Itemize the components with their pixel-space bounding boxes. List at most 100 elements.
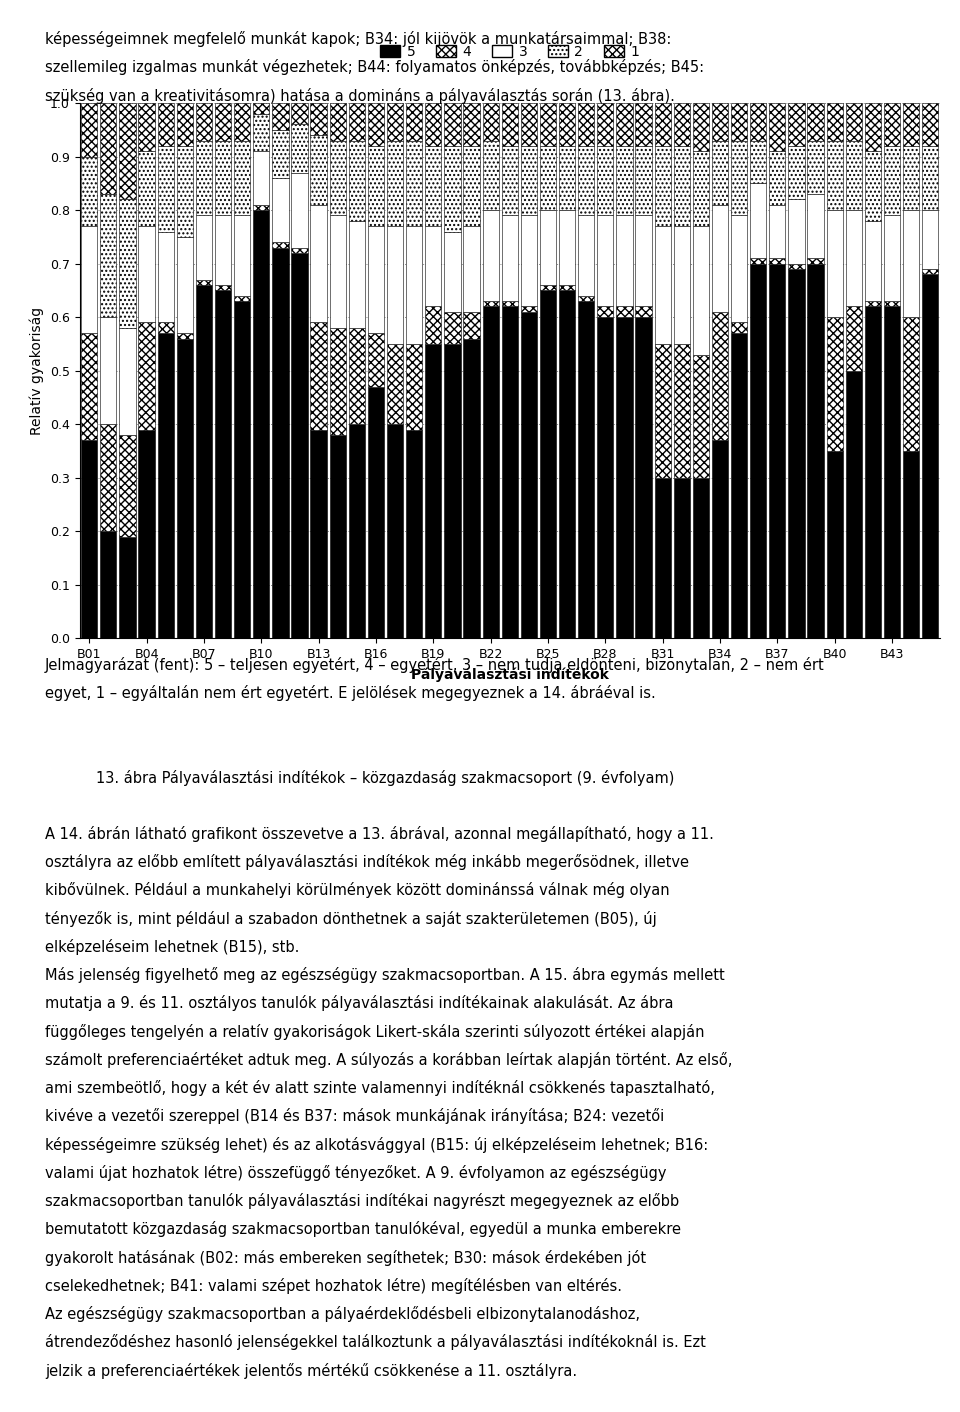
Bar xyxy=(464,226,480,312)
Bar xyxy=(616,216,633,306)
Bar xyxy=(827,318,843,450)
Text: A 14. ábrán látható grafikont összevetve a 13. ábrával, azonnal megállapítható, : A 14. ábrán látható grafikont összevetve… xyxy=(45,826,714,842)
Bar xyxy=(406,103,422,141)
Bar xyxy=(253,151,270,205)
Bar xyxy=(731,322,747,333)
Bar xyxy=(693,477,709,638)
Bar xyxy=(310,136,326,205)
Bar xyxy=(731,333,747,638)
Bar xyxy=(348,220,365,328)
Bar xyxy=(559,210,575,285)
Bar xyxy=(100,318,116,424)
Text: függőleges tengelyén a relatív gyakoriságok Likert-skála szerinti súlyozott érté: függőleges tengelyén a relatív gyakorisá… xyxy=(45,1024,705,1039)
Bar xyxy=(616,103,633,145)
Bar xyxy=(234,295,251,301)
Bar xyxy=(788,103,804,145)
Bar xyxy=(788,145,804,199)
Bar xyxy=(559,103,575,145)
Bar xyxy=(846,306,862,371)
Bar xyxy=(693,226,709,354)
Bar xyxy=(119,103,135,199)
Bar xyxy=(597,318,613,638)
Bar xyxy=(119,199,135,328)
Bar xyxy=(712,312,728,441)
Bar xyxy=(636,103,652,145)
Bar xyxy=(329,103,346,141)
Bar xyxy=(273,178,289,243)
Bar xyxy=(464,103,480,145)
Bar xyxy=(253,103,270,114)
Bar xyxy=(865,103,881,151)
Bar xyxy=(578,301,594,638)
Text: 13. ábra Pályaválasztási indítékok – közgazdaság szakmacsoport (9. évfolyam): 13. ábra Pályaválasztási indítékok – köz… xyxy=(96,770,674,785)
Bar xyxy=(788,264,804,268)
Bar xyxy=(693,103,709,151)
Bar xyxy=(310,322,326,429)
Bar xyxy=(923,268,939,274)
Bar xyxy=(157,145,174,232)
Bar xyxy=(884,301,900,306)
Bar xyxy=(520,216,537,306)
Bar xyxy=(616,318,633,638)
Text: osztályra az előbb említett pályaválasztási indítékok még inkább megerősödnek, i: osztályra az előbb említett pályaválaszt… xyxy=(45,854,689,870)
Bar xyxy=(827,450,843,638)
Bar xyxy=(196,285,212,638)
Bar xyxy=(502,216,517,301)
Bar xyxy=(674,145,690,226)
Bar xyxy=(387,103,403,141)
Bar xyxy=(368,226,384,333)
Bar xyxy=(520,306,537,312)
Bar xyxy=(368,103,384,145)
Bar xyxy=(81,333,97,441)
Bar xyxy=(788,268,804,638)
Bar xyxy=(425,226,442,306)
Bar xyxy=(81,103,97,157)
Bar xyxy=(196,216,212,280)
Bar xyxy=(884,145,900,216)
Bar xyxy=(559,291,575,638)
Bar xyxy=(177,339,193,638)
Bar xyxy=(540,145,556,210)
Bar xyxy=(520,145,537,216)
Text: ami szembeötlő, hogy a két év alatt szinte valamennyi indítéknál csökkenés tapas: ami szembeötlő, hogy a két év alatt szin… xyxy=(45,1080,715,1096)
Bar xyxy=(636,306,652,318)
Bar xyxy=(750,184,766,258)
Bar xyxy=(444,312,461,345)
Bar xyxy=(731,216,747,322)
Bar xyxy=(138,226,155,322)
Bar xyxy=(846,141,862,210)
Bar xyxy=(406,429,422,638)
Bar xyxy=(310,103,326,136)
Bar xyxy=(253,205,270,210)
Bar xyxy=(884,306,900,638)
Bar xyxy=(157,232,174,322)
Bar xyxy=(196,280,212,285)
Bar xyxy=(138,103,155,151)
Bar xyxy=(731,103,747,141)
Bar xyxy=(368,333,384,387)
Bar xyxy=(177,237,193,333)
Bar xyxy=(865,220,881,301)
Bar xyxy=(693,151,709,226)
Bar xyxy=(636,145,652,216)
Bar xyxy=(578,145,594,216)
Bar xyxy=(253,210,270,638)
Bar xyxy=(483,103,499,141)
Bar xyxy=(807,264,824,638)
Bar xyxy=(348,141,365,220)
Bar xyxy=(865,301,881,306)
Bar xyxy=(348,424,365,638)
Bar xyxy=(292,124,307,172)
Bar xyxy=(750,141,766,184)
Y-axis label: Relatív gyakoriság: Relatív gyakoriság xyxy=(30,306,44,435)
Bar xyxy=(712,441,728,638)
Bar xyxy=(502,103,517,145)
Bar xyxy=(387,424,403,638)
Text: jelzik a preferenciaértékek jelentős mértékű csökkenése a 11. osztályra.: jelzik a preferenciaértékek jelentős mér… xyxy=(45,1363,577,1378)
Bar xyxy=(157,322,174,333)
Bar xyxy=(865,306,881,638)
Bar xyxy=(81,157,97,226)
Bar xyxy=(348,103,365,141)
Bar xyxy=(807,193,824,258)
Bar xyxy=(119,435,135,537)
